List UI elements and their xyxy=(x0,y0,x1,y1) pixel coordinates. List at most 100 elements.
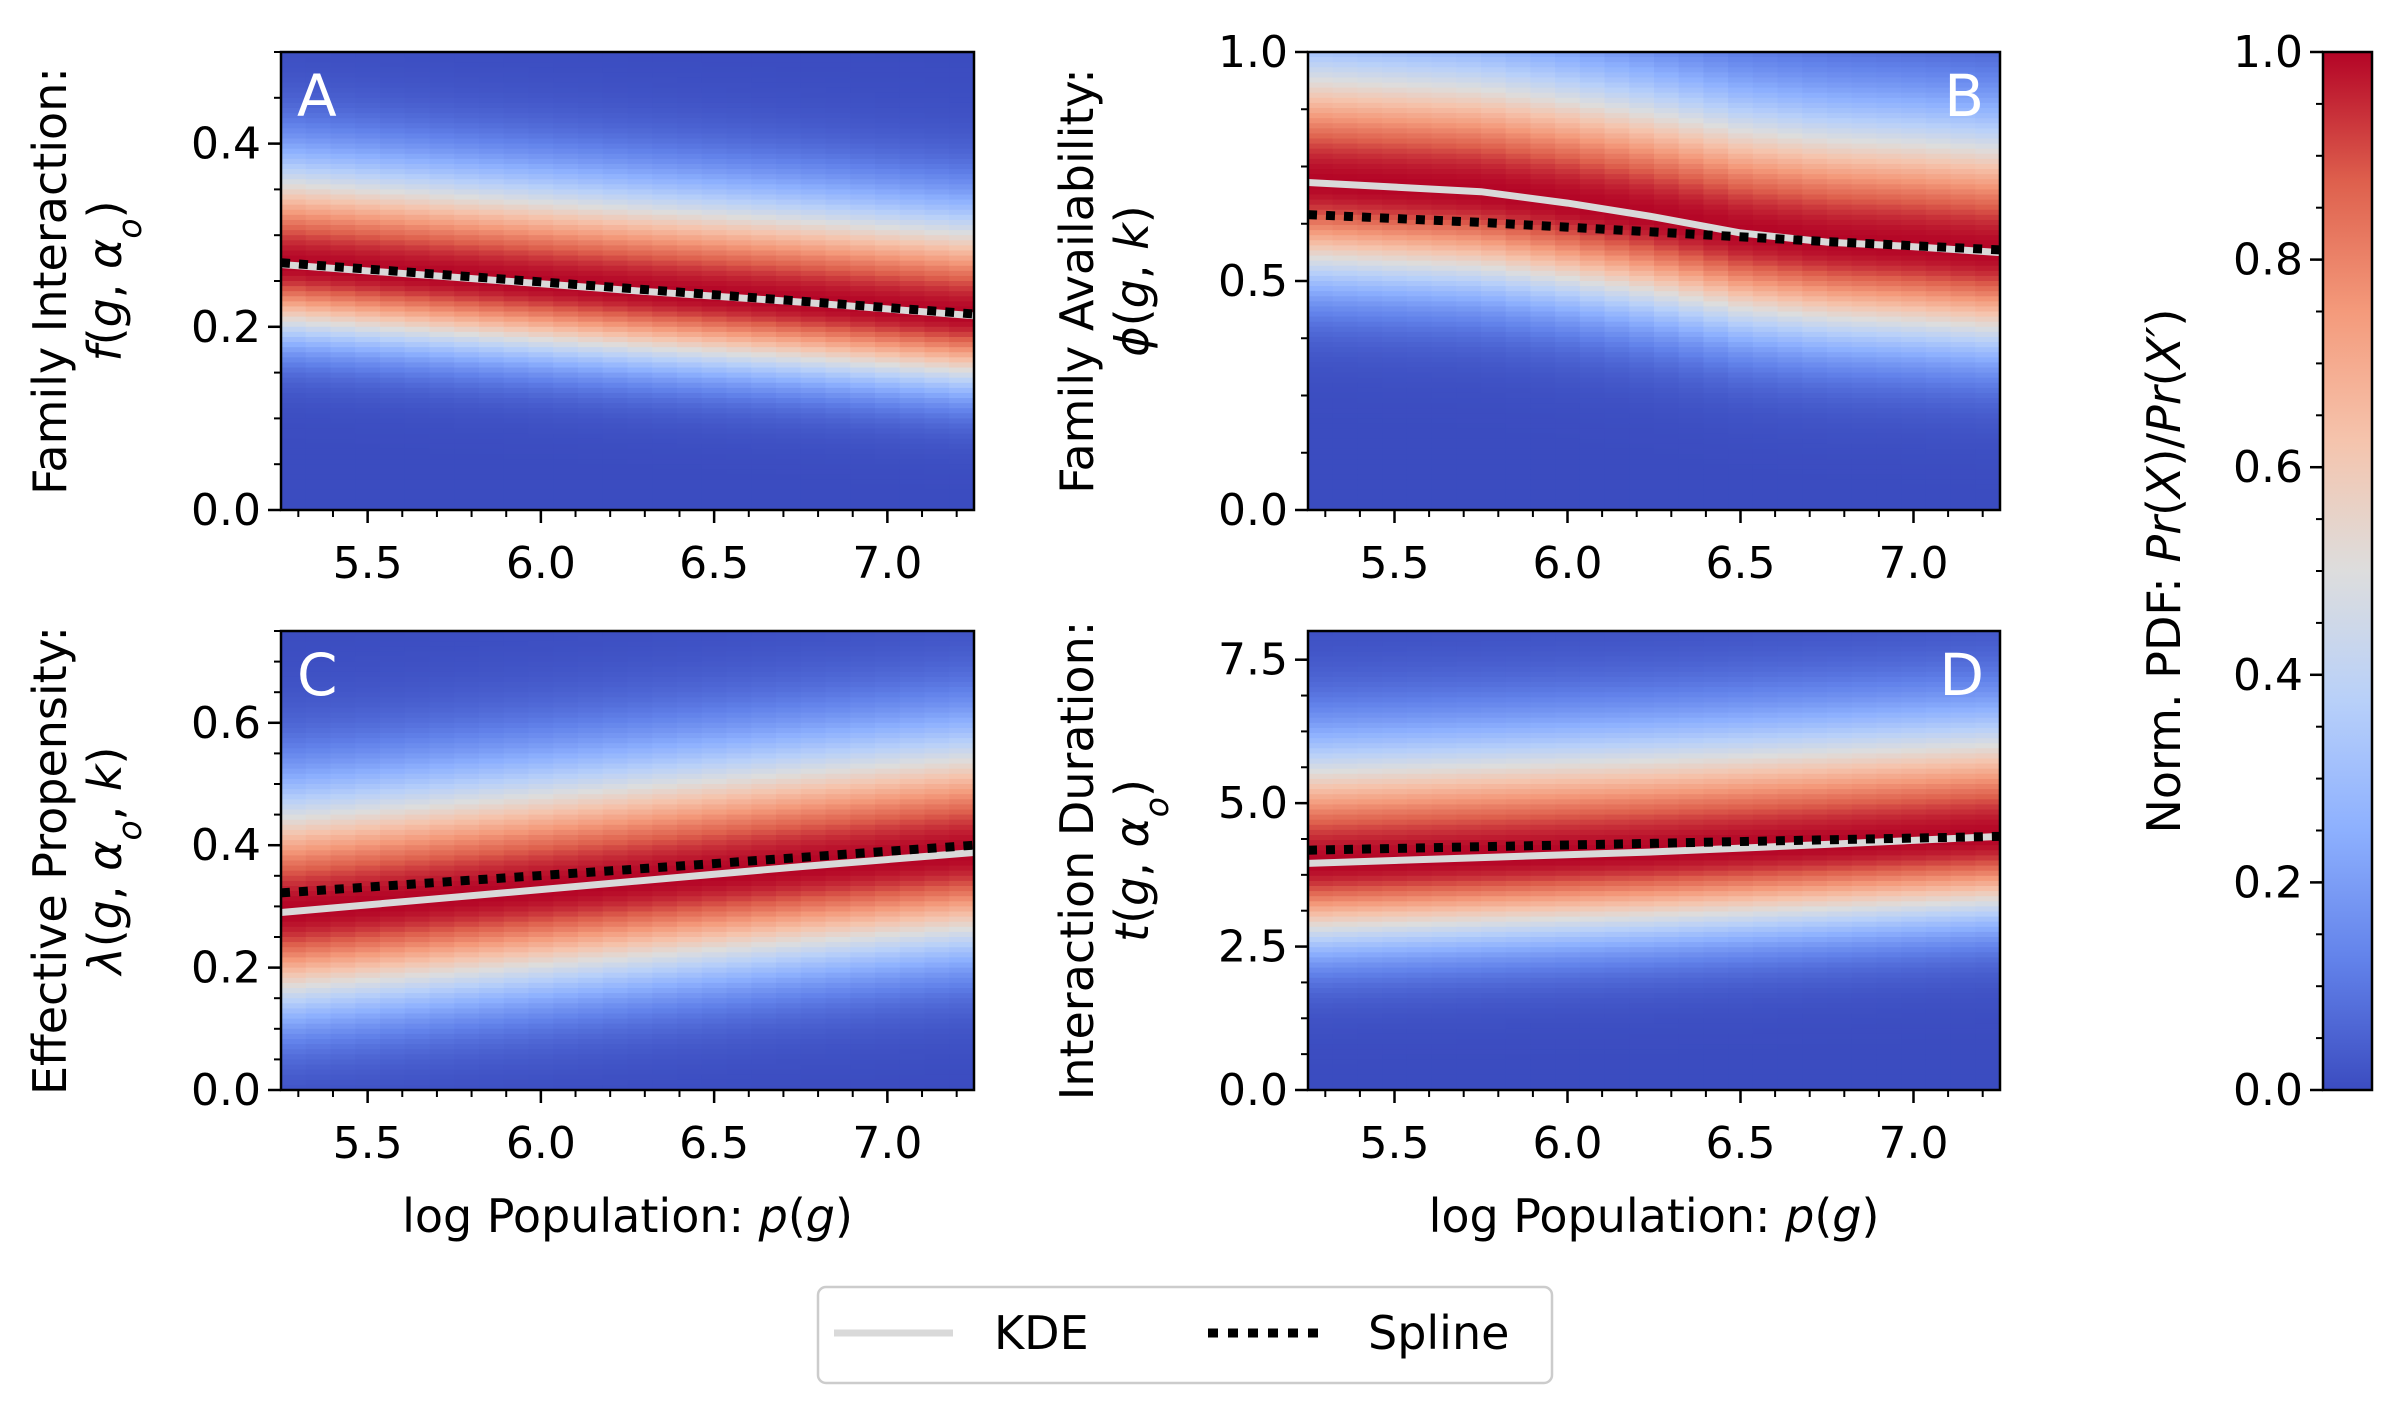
heatmap-cell xyxy=(850,311,876,318)
heatmap-cell xyxy=(899,428,926,435)
heatmap-cell xyxy=(1678,240,1705,247)
heatmap-cell xyxy=(1579,428,1606,435)
heatmap-cell xyxy=(875,352,901,359)
heatmap-cell xyxy=(800,189,827,196)
heatmap-cell xyxy=(726,148,753,155)
heatmap-cell xyxy=(899,443,926,450)
heatmap-cell xyxy=(454,438,480,445)
heatmap-cell xyxy=(1382,428,1408,435)
heatmap-cell xyxy=(305,97,332,104)
heatmap-cell xyxy=(1728,107,1754,114)
heatmap-cell xyxy=(1332,72,1359,79)
heatmap-cell xyxy=(1505,138,1532,145)
heatmap-cell xyxy=(1703,474,1729,481)
heatmap-cell xyxy=(1678,377,1705,384)
heatmap-cell xyxy=(1382,148,1408,155)
heatmap-cell xyxy=(751,454,777,460)
heatmap-cell xyxy=(776,179,802,186)
heatmap-cell xyxy=(1654,367,1680,374)
heatmap-cell xyxy=(850,433,876,440)
heatmap-cell xyxy=(479,62,505,69)
heatmap-cell xyxy=(305,367,332,374)
heatmap-cell xyxy=(1876,459,1902,465)
heatmap-cell xyxy=(1827,225,1853,231)
heatmap-cell xyxy=(602,484,629,491)
heatmap-cell xyxy=(602,169,629,175)
heatmap-cell xyxy=(1876,138,1902,145)
heatmap-cell xyxy=(578,92,604,99)
heatmap-cell xyxy=(578,265,604,272)
heatmap-cell xyxy=(553,209,579,216)
heatmap-cell xyxy=(1728,199,1754,206)
heatmap-cell xyxy=(1530,107,1556,114)
heatmap-cell xyxy=(503,301,530,308)
heatmap-cell xyxy=(850,87,876,94)
heatmap-cell xyxy=(825,174,852,181)
heatmap-cell xyxy=(924,225,951,231)
heatmap-cell xyxy=(479,387,505,394)
heatmap-cell xyxy=(1950,67,1977,74)
heatmap-cell xyxy=(503,209,530,216)
heatmap-cell xyxy=(726,331,753,338)
heatmap-cell xyxy=(1357,413,1383,420)
heatmap-cell xyxy=(503,158,530,165)
heatmap-cell xyxy=(454,107,480,114)
heatmap-cell xyxy=(330,92,357,99)
heatmap-cell xyxy=(1802,316,1828,323)
heatmap-cell xyxy=(479,153,505,160)
heatmap-cell xyxy=(875,102,901,109)
heatmap-cell xyxy=(1481,143,1507,150)
heatmap-cell xyxy=(776,97,802,104)
heatmap-cell xyxy=(800,469,827,476)
heatmap-cell xyxy=(652,479,678,486)
heatmap-cell xyxy=(1505,403,1532,410)
heatmap-cell xyxy=(429,113,456,119)
heatmap-cell xyxy=(701,494,728,501)
heatmap-cell xyxy=(330,128,357,135)
heatmap-cell xyxy=(751,382,777,389)
heatmap-cell xyxy=(1530,413,1556,420)
heatmap-cell xyxy=(1901,52,1927,58)
heatmap-cell xyxy=(454,504,480,511)
heatmap-cell xyxy=(949,357,975,364)
heatmap-cell xyxy=(1654,438,1680,445)
heatmap-cell xyxy=(429,403,456,410)
heatmap-cell xyxy=(429,194,456,201)
heatmap-cell xyxy=(1332,392,1359,399)
heatmap-cell xyxy=(404,367,431,374)
heatmap-cell xyxy=(578,387,604,394)
heatmap-cell xyxy=(627,92,654,99)
heatmap-cell xyxy=(850,163,876,170)
heatmap-cell xyxy=(1456,57,1482,63)
heatmap-cell xyxy=(1901,128,1927,135)
heatmap-cell xyxy=(330,398,357,404)
heatmap-cell xyxy=(1876,423,1902,430)
heatmap-cell xyxy=(1555,107,1581,114)
heatmap-cell xyxy=(305,77,332,84)
heatmap-cell xyxy=(1654,357,1680,364)
heatmap-cell xyxy=(850,418,876,425)
heatmap-cell xyxy=(1481,438,1507,445)
heatmap-cell xyxy=(751,403,777,410)
heatmap-cell xyxy=(528,306,555,313)
heatmap-cell xyxy=(1357,347,1383,354)
heatmap-cell xyxy=(1530,484,1556,491)
heatmap-cell xyxy=(404,418,431,425)
heatmap-cell xyxy=(924,148,951,155)
heatmap-cell xyxy=(1555,494,1581,501)
heatmap-cell xyxy=(1382,306,1408,313)
heatmap-cell xyxy=(1505,443,1532,450)
heatmap-cell xyxy=(1827,230,1853,236)
heatmap-cell xyxy=(751,235,777,242)
heatmap-cell xyxy=(330,225,357,231)
heatmap-cell xyxy=(1530,438,1556,445)
heatmap-cell xyxy=(1827,321,1853,328)
heatmap-cell xyxy=(652,494,678,501)
heatmap-cell xyxy=(602,72,629,79)
heatmap-cell xyxy=(1505,67,1532,74)
heatmap-cell xyxy=(503,392,530,399)
heatmap-cell xyxy=(404,123,431,130)
heatmap-cell xyxy=(1604,413,1631,420)
heatmap-cell xyxy=(1703,143,1729,150)
heatmap-cell xyxy=(503,367,530,374)
